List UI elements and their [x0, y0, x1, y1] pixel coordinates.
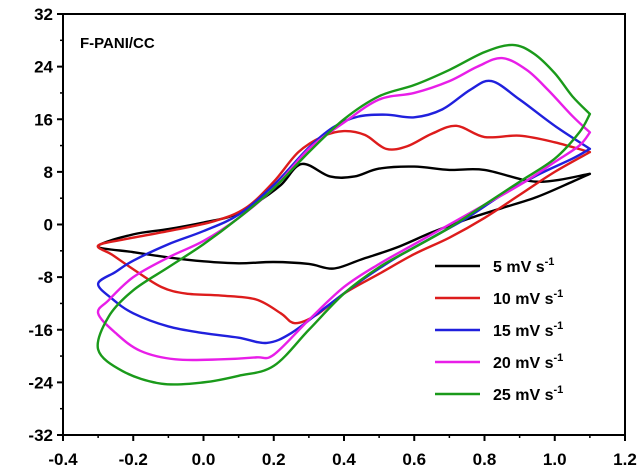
y-tick-label: -24	[28, 373, 53, 392]
x-tick-label: 0.6	[402, 450, 426, 469]
chart-title: F-PANI/CC	[80, 35, 155, 52]
legend-label-3: 15 mV s-1	[493, 320, 563, 340]
y-tick-label: -16	[28, 321, 53, 340]
x-tick-label: 1.0	[543, 450, 567, 469]
x-tick-label: -0.4	[48, 450, 78, 469]
x-tick-label: 0.2	[262, 450, 286, 469]
legend-label-4: 20 mV s-1	[493, 352, 563, 372]
legend: 5 mV s-1 10 mV s-1 15 mV s-1 20 mV s-1 25 mV…	[435, 256, 563, 404]
x-tick-label: 0.0	[192, 450, 216, 469]
y-tick-label: 0	[44, 216, 53, 235]
x-tick-label: 1.2	[613, 450, 637, 469]
x-tick-label: 0.4	[332, 450, 356, 469]
y-tick-label: 24	[34, 58, 53, 77]
series-line-4	[96, 56, 592, 362]
y-tick-label: 8	[44, 163, 53, 182]
series-line-2	[96, 124, 592, 325]
axes: -0.4 -0.2 0.0 0.2 0.4 0.6 0.8 1.0 1.2 -32 -24 -16 -8…	[28, 5, 636, 469]
x-tick-label: -0.2	[119, 450, 148, 469]
series-line-1	[96, 162, 592, 270]
y-tick-label: -32	[28, 426, 53, 445]
x-tick-label: 0.8	[473, 450, 497, 469]
series-line-5	[96, 43, 592, 386]
legend-label-2: 10 mV s-1	[493, 288, 563, 308]
y-tick-label: 32	[34, 5, 53, 24]
y-tick-label: -8	[38, 268, 53, 287]
y-tick-label: 16	[34, 110, 53, 129]
plot-area	[96, 43, 592, 386]
legend-label-1: 5 mV s-1	[493, 256, 554, 276]
legend-label-5: 25 mV s-1	[493, 384, 563, 404]
